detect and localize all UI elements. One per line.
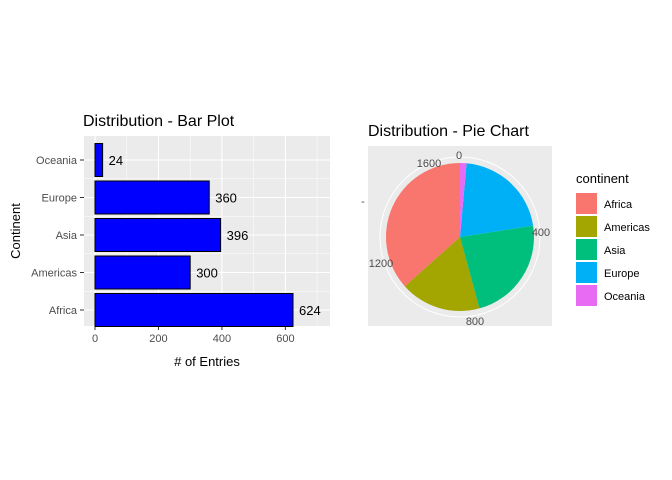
pie-radial-tick-label: 1600 — [417, 158, 441, 170]
legend-swatch-oceania — [576, 285, 597, 306]
legend-label-europe: Europe — [604, 268, 639, 280]
bar-plot-title: Distribution - Bar Plot — [83, 113, 235, 130]
pie-radial-tick-label: 400 — [532, 227, 550, 239]
bar-plot-y-tick-label-oceania: Oceania — [36, 155, 78, 167]
bar-oceania — [94, 143, 104, 177]
bar-plot: Distribution - Bar Plot 624 300 396 360 24 A… — [8, 113, 330, 369]
bar-plot-y-tick-label-americas: Americas — [31, 268, 77, 280]
bar-plot-x-tick-label: 400 — [213, 333, 231, 345]
pie-slice-africa — [385, 163, 460, 287]
pie-slice-oceania — [460, 163, 467, 237]
bar-plot-x-tick-label: 200 — [149, 333, 167, 345]
bar-plot-x-tick-labels: 0 200 400 600 — [92, 333, 295, 345]
pie-chart-stray-axis-mark: - — [361, 196, 365, 208]
legend-label-asia: Asia — [604, 245, 626, 257]
bar-plot-x-tick-label: 600 — [276, 333, 294, 345]
bar-value-label-africa: 624 — [299, 303, 321, 318]
legend-items: Africa Americas Asia Europe Oceania — [576, 193, 650, 306]
legend-swatch-africa — [576, 193, 597, 214]
bar-value-label-asia: 396 — [227, 228, 249, 243]
bar-plot-y-axis-title: Continent — [8, 203, 23, 259]
legend-label-africa: Africa — [604, 199, 633, 211]
pie-chart-outer-gridline — [379, 156, 541, 318]
bar-asia — [94, 218, 222, 252]
legend-swatch-europe — [576, 262, 597, 283]
legend-title: continent — [576, 171, 629, 186]
bar-plot-y-tick-label-africa: Africa — [49, 305, 78, 317]
pie-radial-tick-label: 0 — [456, 150, 462, 162]
pie-chart-legend: continent Africa Americas Asia Europe Oceani… — [576, 171, 650, 306]
bar-value-label-oceania: 24 — [109, 153, 123, 168]
bar-value-label-europe: 360 — [215, 191, 237, 206]
bar-europe — [94, 180, 210, 215]
bar-plot-y-tick-label-europe: Europe — [42, 193, 77, 205]
bar-plot-x-tick-label: 0 — [92, 333, 98, 345]
pie-radial-tick-label: 1200 — [369, 258, 393, 270]
bar-plot-x-axis-title: # of Entries — [174, 354, 240, 369]
pie-slice-europe — [460, 163, 534, 237]
legend-label-oceania: Oceania — [604, 291, 646, 303]
legend-label-americas: Americas — [604, 222, 650, 234]
bar-plot-bars: 624 300 396 360 24 — [94, 143, 321, 327]
pie-chart: Distribution - Pie Chart 0 400 800 1200 1600… — [361, 123, 552, 328]
legend-swatch-asia — [576, 239, 597, 260]
pie-radial-tick-label: 800 — [466, 316, 484, 328]
bar-americas — [94, 255, 191, 290]
pie-chart-radial-tick-labels: 0 400 800 1200 1600 — [369, 150, 550, 328]
pie-chart-title: Distribution - Pie Chart — [368, 123, 530, 140]
bar-value-label-americas: 300 — [196, 266, 218, 281]
pie-slice-asia — [460, 225, 534, 309]
bar-plot-y-tick-label-asia: Asia — [56, 230, 78, 242]
bar-africa — [94, 293, 294, 327]
pie-chart-slices — [385, 163, 534, 311]
bar-plot-y-tick-labels: Africa Americas Asia Europe Oceania — [31, 155, 84, 317]
pie-slice-americas — [404, 237, 480, 311]
legend-swatch-americas — [576, 216, 597, 237]
